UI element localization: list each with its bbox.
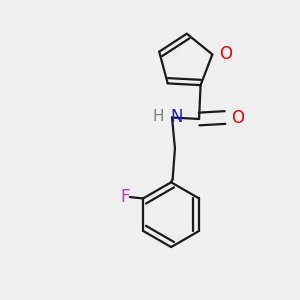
Text: N: N <box>170 108 183 126</box>
Text: H: H <box>152 109 164 124</box>
Text: O: O <box>231 109 244 127</box>
Text: O: O <box>219 45 232 63</box>
Text: F: F <box>121 188 130 206</box>
